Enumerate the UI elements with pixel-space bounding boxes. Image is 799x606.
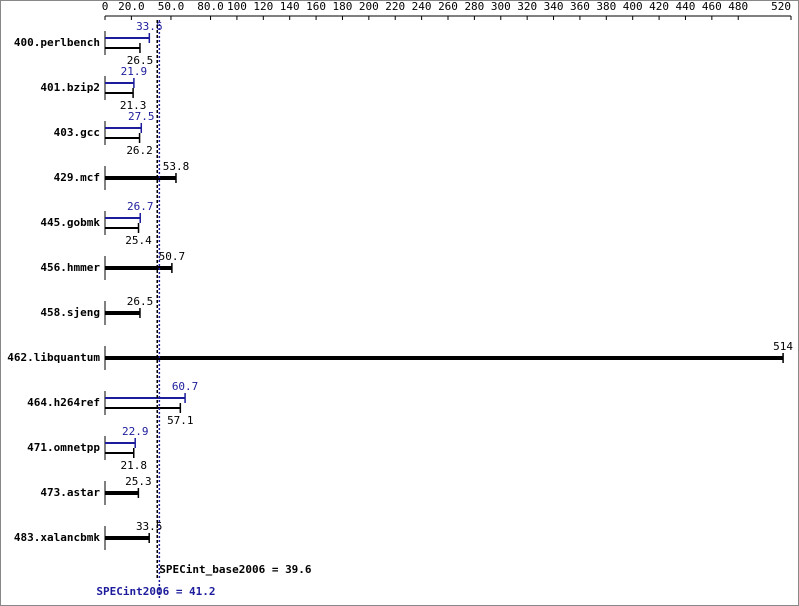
value-label: 27.5 bbox=[128, 110, 155, 123]
value-label: 514 bbox=[773, 340, 793, 353]
bar bbox=[105, 311, 140, 315]
x-tick-label: 140 bbox=[280, 0, 300, 13]
bar bbox=[105, 47, 140, 49]
x-tick-label: 420 bbox=[649, 0, 669, 13]
bar bbox=[105, 227, 139, 229]
bar bbox=[105, 491, 139, 495]
x-tick-label: 300 bbox=[491, 0, 511, 13]
value-label: 57.1 bbox=[167, 414, 194, 427]
bar bbox=[105, 266, 172, 270]
bar bbox=[105, 397, 186, 399]
category-label: 471.omnetpp bbox=[27, 441, 100, 454]
category-label: 403.gcc bbox=[54, 126, 100, 139]
value-label: 33.6 bbox=[136, 20, 163, 33]
value-label: 26.2 bbox=[126, 144, 153, 157]
category-label: 458.sjeng bbox=[40, 306, 100, 319]
x-tick-label: 180 bbox=[333, 0, 353, 13]
x-tick-label: 50.0 bbox=[158, 0, 185, 13]
x-tick-label: 0 bbox=[102, 0, 109, 13]
x-tick-label: 280 bbox=[464, 0, 484, 13]
bar bbox=[105, 92, 134, 94]
x-tick-label: 380 bbox=[596, 0, 616, 13]
value-label: 60.7 bbox=[172, 380, 199, 393]
bar bbox=[105, 452, 134, 454]
category-label: 401.bzip2 bbox=[40, 81, 100, 94]
category-label: 400.perlbench bbox=[14, 36, 100, 49]
bar bbox=[105, 37, 150, 39]
reference-label: SPECint_base2006 = 39.6 bbox=[159, 563, 312, 576]
value-label: 26.5 bbox=[127, 295, 154, 308]
category-label: 464.h264ref bbox=[27, 396, 100, 409]
value-label: 53.8 bbox=[163, 160, 190, 173]
category-label: 445.gobmk bbox=[40, 216, 100, 229]
reference-label: SPECint2006 = 41.2 bbox=[96, 585, 215, 598]
bar bbox=[105, 442, 136, 444]
x-tick-label: 360 bbox=[570, 0, 590, 13]
category-label: 462.libquantum bbox=[7, 351, 100, 364]
x-tick-label: 100 bbox=[227, 0, 247, 13]
value-label: 22.9 bbox=[122, 425, 149, 438]
x-tick-label: 260 bbox=[438, 0, 458, 13]
value-label: 33.5 bbox=[136, 520, 163, 533]
x-tick-label: 240 bbox=[412, 0, 432, 13]
x-tick-label: 480 bbox=[728, 0, 748, 13]
bar bbox=[105, 407, 181, 409]
x-tick-label: 220 bbox=[385, 0, 405, 13]
value-label: 25.4 bbox=[125, 234, 152, 247]
value-label: 21.9 bbox=[121, 65, 148, 78]
x-tick-label: 340 bbox=[544, 0, 564, 13]
value-label: 21.3 bbox=[120, 99, 147, 112]
value-label: 25.3 bbox=[125, 475, 152, 488]
bar bbox=[105, 82, 134, 84]
bar bbox=[105, 217, 141, 219]
x-tick-label: 400 bbox=[623, 0, 643, 13]
x-tick-label: 80.0 bbox=[197, 0, 224, 13]
value-label: 21.8 bbox=[121, 459, 148, 472]
bar bbox=[105, 137, 140, 139]
category-label: 473.astar bbox=[40, 486, 100, 499]
x-tick-label: 320 bbox=[517, 0, 537, 13]
value-label: 50.7 bbox=[159, 250, 186, 263]
value-label: 26.5 bbox=[127, 54, 154, 67]
x-tick-label: 520 bbox=[771, 0, 791, 13]
x-tick-label: 440 bbox=[676, 0, 696, 13]
category-label: 429.mcf bbox=[54, 171, 100, 184]
x-tick-label: 160 bbox=[306, 0, 326, 13]
bar bbox=[105, 356, 784, 360]
x-tick-label: 120 bbox=[253, 0, 273, 13]
bar bbox=[105, 176, 176, 180]
bar bbox=[105, 536, 150, 540]
x-tick-label: 200 bbox=[359, 0, 379, 13]
category-label: 483.xalancbmk bbox=[14, 531, 100, 544]
x-tick-label: 460 bbox=[702, 0, 722, 13]
category-label: 456.hmmer bbox=[40, 261, 100, 274]
x-tick-label: 20.0 bbox=[118, 0, 145, 13]
value-label: 26.7 bbox=[127, 200, 154, 213]
bar bbox=[105, 127, 142, 129]
